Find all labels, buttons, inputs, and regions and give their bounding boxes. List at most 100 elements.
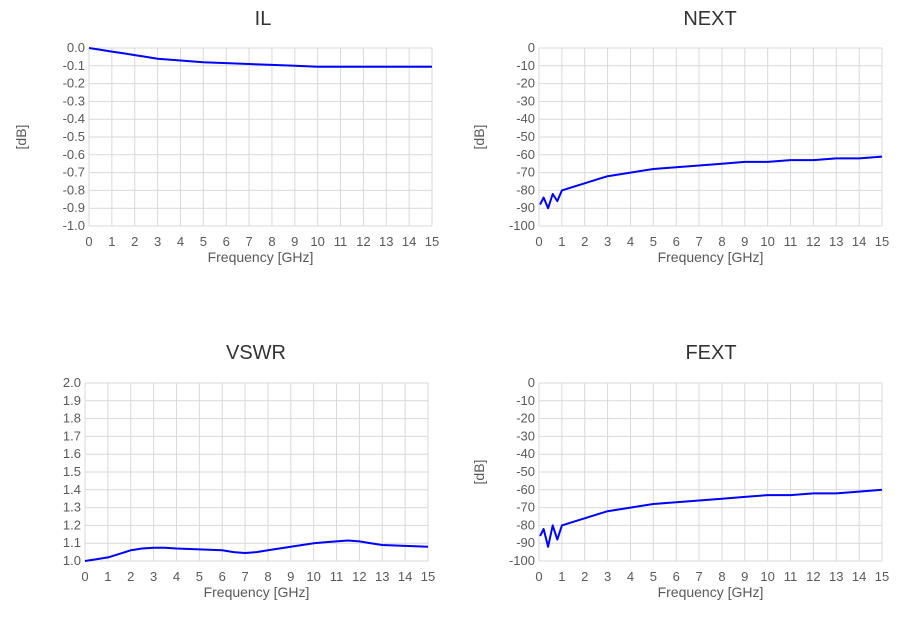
x-tick-label: 7	[245, 234, 252, 249]
x-tick-label: 9	[741, 569, 748, 584]
chart-title: VSWR	[226, 342, 286, 364]
y-tick-label: -60	[516, 482, 535, 497]
chart-next-plot: 0 1 2 3 4 5 6 7 8 9 10 11 12 13 14 150-10-20-30-40-50-6…	[471, 40, 889, 265]
x-tick-label: 3	[154, 234, 161, 249]
x-tick-label: 10	[760, 569, 774, 584]
y-tick-label: -0.1	[63, 58, 85, 73]
y-tick-label: -0.5	[63, 129, 85, 144]
y-tick-label: 0	[528, 375, 535, 390]
x-tick-label: 4	[177, 234, 184, 249]
x-tick-label: 6	[673, 234, 680, 249]
y-tick-label: -100	[509, 553, 535, 568]
y-tick-label: -0.9	[63, 200, 85, 215]
x-tick-label: 13	[829, 569, 843, 584]
x-tick-label: 11	[784, 569, 798, 584]
x-tick-label: 0	[81, 569, 88, 584]
y-tick-label: -70	[516, 500, 535, 515]
x-axis-label: Frequency [GHz]	[204, 584, 310, 600]
y-tick-label: -10	[516, 393, 535, 408]
x-tick-label: 10	[306, 569, 320, 584]
y-tick-label: -0.2	[63, 76, 85, 91]
x-tick-label: 1	[558, 234, 565, 249]
x-tick-label: 14	[852, 569, 866, 584]
x-tick-label: 1	[108, 234, 115, 249]
y-tick-label: -0.3	[63, 93, 85, 108]
y-tick-label: 1.1	[63, 535, 81, 550]
chart-title: NEXT	[683, 8, 737, 30]
chart-vswr: VSWR 0 1 2 3 4 5 6 7 8 9 10 11 12 13 14 15 2.0 1.9 1.8 1.7 1…	[0, 300, 454, 615]
x-tick-label: 7	[695, 569, 702, 584]
y-tick-label: -60	[516, 147, 535, 162]
x-tick-label: 9	[741, 234, 748, 249]
gridlines	[84, 382, 429, 562]
x-tick-label: 9	[291, 234, 298, 249]
y-tick-label: -0.7	[63, 165, 85, 180]
x-tick-label: 8	[718, 234, 725, 249]
x-tick-label: 3	[604, 234, 611, 249]
x-tick-label: 6	[223, 234, 230, 249]
y-tick-label: -1.0	[63, 218, 85, 233]
x-axis-label: Frequency [GHz]	[208, 249, 314, 265]
x-tick-label: 13	[829, 234, 843, 249]
x-tick-label: 5	[200, 234, 207, 249]
y-axis-label: [dB]	[471, 125, 487, 150]
x-tick-label: 2	[127, 569, 134, 584]
x-tick-label: 2	[131, 234, 138, 249]
x-tick-label: 13	[375, 569, 389, 584]
y-tick-label: -90	[516, 200, 535, 215]
x-tick-label: 14	[398, 569, 412, 584]
x-tick-label: 0	[85, 234, 92, 249]
y-tick-label: -70	[516, 165, 535, 180]
y-tick-label: 1.8	[63, 411, 81, 426]
chart-vswr-plot: 0 1 2 3 4 5 6 7 8 9 10 11 12 13 14 152.01.91.81.71.61.5…	[63, 375, 435, 600]
x-tick-label: 8	[264, 569, 271, 584]
chart-il: IL 0 1 2 3 4 5 6 7 8 9 10 11 12 13 14 15 0.0 -0.1 -0.2 -0.3…	[0, 0, 454, 300]
x-tick-label: 5	[650, 569, 657, 584]
x-tick-label: 11	[330, 569, 344, 584]
x-tick-label: 4	[627, 234, 634, 249]
chart-title: IL	[254, 8, 272, 30]
x-tick-label: 7	[695, 234, 702, 249]
chart-next: NEXT 0 1 2 3 4 5 6 7 8 9 10 11 12 13 14 15 0 -10 -20 -30 -40…	[454, 0, 908, 300]
x-tick-label: 12	[356, 234, 370, 249]
x-tick-label: 14	[852, 234, 866, 249]
y-tick-label: -30	[516, 93, 535, 108]
y-tick-label: -80	[516, 517, 535, 532]
x-tick-label: 15	[421, 569, 435, 584]
y-tick-label: -80	[516, 182, 535, 197]
x-tick-label: 15	[875, 569, 889, 584]
x-tick-label: 15	[425, 234, 439, 249]
y-tick-label: -0.4	[63, 111, 85, 126]
y-tick-label: -100	[509, 218, 535, 233]
x-tick-label: 6	[673, 569, 680, 584]
x-tick-label: 13	[379, 234, 393, 249]
y-tick-label: 0	[528, 40, 535, 55]
y-axis-label: [dB]	[13, 125, 29, 150]
x-tick-label: 0	[535, 234, 542, 249]
x-tick-label: 3	[150, 569, 157, 584]
x-axis-label: Frequency [GHz]	[658, 584, 764, 600]
y-tick-label: 2.0	[63, 375, 81, 390]
x-tick-label: 5	[196, 569, 203, 584]
y-tick-label: 1.9	[63, 393, 81, 408]
x-tick-label: 1	[558, 569, 565, 584]
x-tick-label: 1	[104, 569, 111, 584]
x-tick-label: 12	[352, 569, 366, 584]
x-tick-label: 11	[784, 234, 798, 249]
x-tick-label: 3	[604, 569, 611, 584]
x-tick-label: 10	[760, 234, 774, 249]
x-tick-label: 8	[718, 569, 725, 584]
x-tick-label: 14	[402, 234, 416, 249]
y-tick-label: 1.6	[63, 446, 81, 461]
y-tick-label: 1.7	[63, 428, 81, 443]
gridlines	[88, 47, 433, 227]
x-tick-label: 2	[581, 569, 588, 584]
y-tick-label: 1.0	[63, 553, 81, 568]
chart-title: FEXT	[685, 342, 737, 364]
y-tick-label: -30	[516, 428, 535, 443]
y-tick-label: 1.3	[63, 500, 81, 515]
y-axis-label: [dB]	[471, 460, 487, 485]
chart-fext-plot: 0 1 2 3 4 5 6 7 8 9 10 11 12 13 14 150-10-20-30-40-50-6…	[471, 375, 889, 600]
series-line	[539, 488, 883, 548]
x-tick-label: 5	[650, 234, 657, 249]
